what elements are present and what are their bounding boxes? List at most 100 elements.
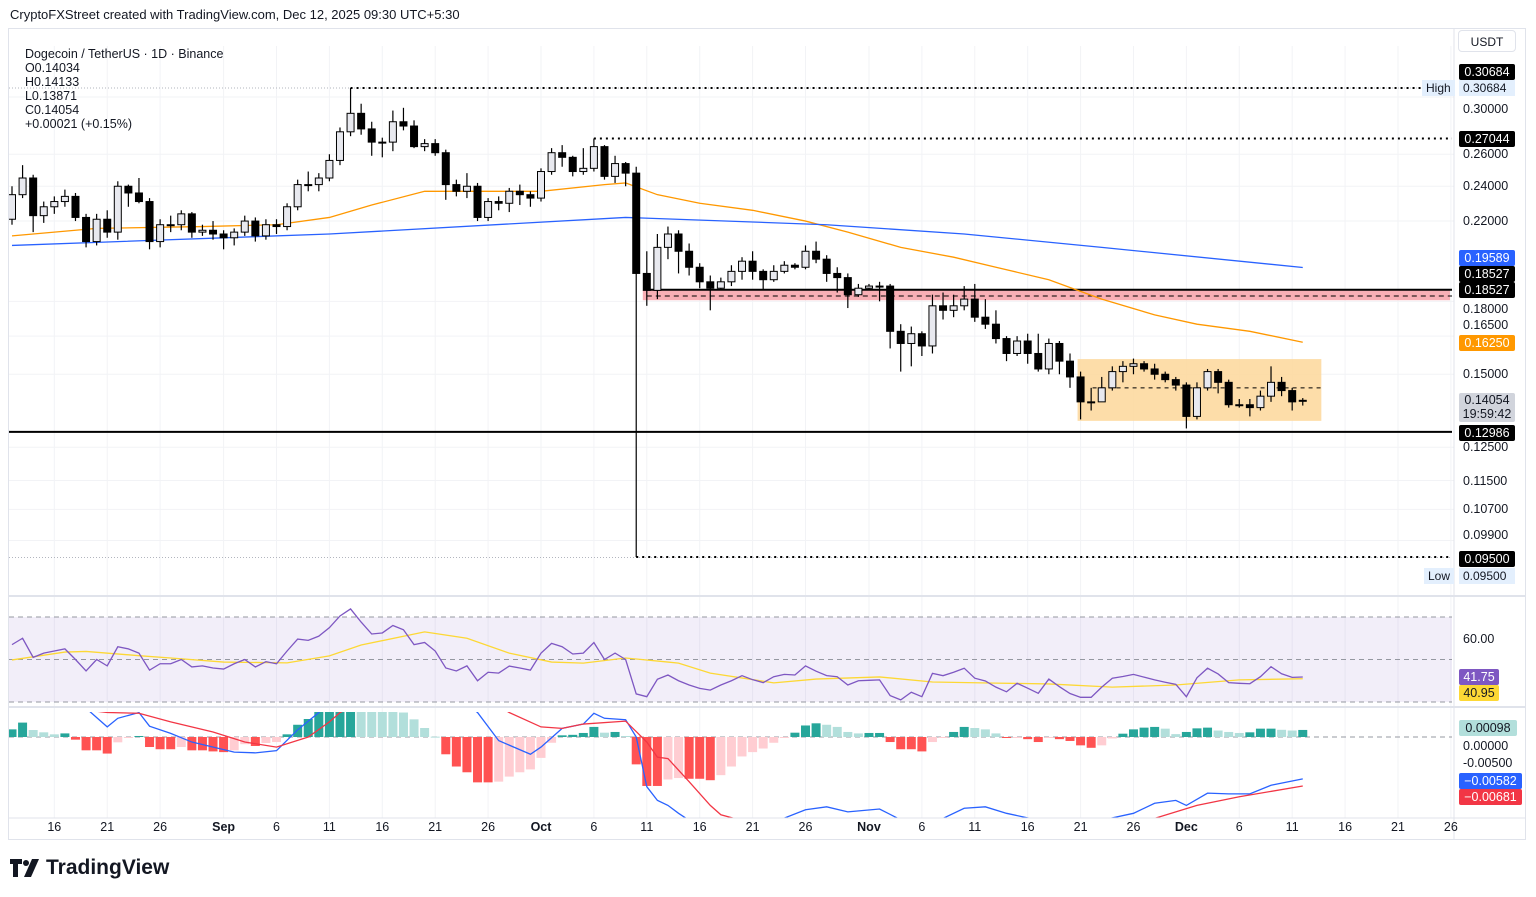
macd-histogram-bar — [1002, 737, 1012, 739]
candle — [1245, 399, 1254, 417]
macd-histogram-bar — [1298, 729, 1308, 737]
candle — [939, 292, 948, 320]
rsi-value-label: 41.75 — [1459, 669, 1499, 685]
macd-histogram-bar — [420, 728, 430, 737]
time-tick-label: 26 — [798, 820, 813, 834]
candle-body — [187, 213, 196, 233]
macd-histogram-bar — [250, 737, 260, 746]
macd-histogram-bar — [748, 737, 758, 753]
candle — [1002, 336, 1011, 362]
tradingview-logo[interactable]: TradingView — [10, 856, 169, 880]
candle-body — [589, 146, 598, 169]
candle — [39, 201, 48, 223]
macd-histogram-bar — [970, 728, 980, 737]
price-tick-label: 0.10700 — [1463, 502, 1509, 517]
chart-credit: CryptoFXStreet created with TradingView.… — [10, 7, 460, 22]
level-label-18527-b: 0.18527 — [1459, 282, 1515, 298]
candle — [1171, 376, 1180, 391]
candle-body — [399, 121, 408, 127]
candle — [1192, 382, 1201, 420]
macd-histogram-bar — [790, 732, 800, 737]
macd-histogram-bar — [18, 722, 28, 737]
symbol-legend[interactable]: Dogecoin / TetherUS · 1D · Binance O0.14… — [18, 33, 229, 131]
candle — [1066, 353, 1074, 388]
macd-histogram-bar — [578, 732, 588, 737]
currency-button[interactable]: USDT — [1458, 30, 1516, 52]
candle-body — [896, 330, 905, 344]
macd-histogram-bar — [9, 729, 17, 737]
macd-pane — [9, 712, 1452, 818]
candle — [600, 145, 609, 180]
price-tick-label: 0.16500 — [1463, 318, 1509, 333]
candle-body — [484, 201, 493, 218]
candle — [82, 213, 91, 248]
candle-body — [219, 233, 228, 239]
candle — [1150, 363, 1159, 380]
candle — [769, 265, 778, 282]
candle — [177, 210, 186, 231]
macd-histogram-bar — [473, 737, 483, 783]
candle-body — [1192, 387, 1201, 417]
candle-body — [494, 201, 503, 204]
macd-histogram-bar — [187, 737, 197, 751]
candle-body — [812, 250, 821, 260]
signal-line — [97, 712, 1303, 818]
macd-histogram-bar — [81, 737, 91, 751]
macd-histogram-bar — [1266, 728, 1276, 737]
candle — [399, 107, 408, 131]
time-tick-label: 6 — [918, 820, 926, 834]
candle-body — [611, 163, 620, 177]
price-tick-label: 0.30000 — [1463, 102, 1509, 116]
candle — [484, 198, 493, 222]
macd-histogram-bar — [737, 737, 747, 757]
bar-countdown: 19:59:42 — [1462, 407, 1512, 421]
candle — [156, 219, 165, 248]
macd-histogram-bar — [102, 737, 112, 754]
macd-histogram-bar — [282, 734, 292, 737]
slow-moving-average-line — [11, 216, 1303, 269]
candle-body — [1267, 381, 1276, 397]
candle-body — [1023, 340, 1032, 354]
macd-tick-zero: 0.00000 — [1463, 739, 1509, 753]
candle — [1108, 366, 1117, 391]
candle-body — [991, 323, 1000, 340]
low-tag: Low — [1424, 568, 1455, 584]
macd-histogram-bar — [1287, 730, 1297, 737]
last-price-value: 0.14054 — [1464, 393, 1510, 407]
macd-histogram-bar — [568, 734, 578, 737]
candle-body — [1288, 390, 1297, 403]
chart-frame — [8, 28, 1526, 840]
candle-body — [1087, 401, 1096, 404]
macd-histogram-bar — [335, 712, 345, 737]
candle — [896, 324, 905, 372]
macd-histogram-bar — [832, 726, 842, 737]
last-price-label: 0.14054 19:59:42 — [1459, 393, 1515, 422]
candle — [1055, 341, 1064, 375]
pane-separators — [9, 28, 1526, 840]
macd-histogram-bar — [28, 730, 38, 737]
macd-histogram-bar — [49, 734, 59, 737]
time-tick-label: 16 — [692, 820, 707, 834]
price-tick-label: 0.09900 — [1463, 528, 1509, 543]
candle-body — [113, 185, 122, 233]
macd-histogram-bar — [705, 737, 715, 781]
price-tick-label: 0.26000 — [1463, 147, 1509, 162]
level-label-low: 0.09500 — [1459, 551, 1515, 567]
fast-moving-average-line — [11, 182, 1303, 343]
candle-body — [558, 152, 567, 158]
macd-histogram-bar — [113, 737, 123, 743]
time-tick-label: Oct — [530, 820, 552, 834]
candle — [632, 166, 641, 557]
candle — [515, 184, 524, 206]
candle — [526, 191, 535, 207]
candle — [1203, 368, 1212, 391]
candle — [886, 283, 895, 349]
candle — [1298, 398, 1307, 406]
candle-body — [261, 224, 270, 237]
macd-histogram-bar — [1150, 726, 1160, 737]
macd-histogram-bar — [1065, 737, 1075, 741]
candle-body — [335, 131, 344, 161]
macd-histogram-bar — [1118, 733, 1128, 737]
candle — [812, 241, 821, 264]
